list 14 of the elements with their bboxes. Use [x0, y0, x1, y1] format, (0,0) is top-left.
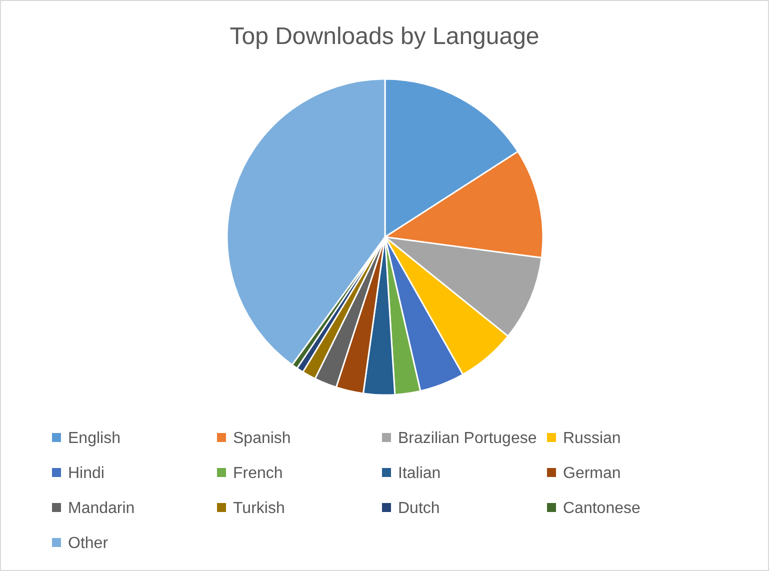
legend-label: Turkish	[233, 500, 285, 517]
legend-label: French	[233, 465, 283, 482]
legend-label: Spanish	[233, 430, 291, 447]
legend-label: Cantonese	[563, 500, 640, 517]
legend-label: English	[68, 430, 120, 447]
legend-label: Russian	[563, 430, 621, 447]
legend-label: Brazilian Portugese	[398, 430, 537, 447]
legend-label: Italian	[398, 465, 441, 482]
legend-label: Hindi	[68, 465, 104, 482]
legend-label: Mandarin	[68, 500, 135, 517]
legend-label: German	[563, 465, 621, 482]
chart-title: Top Downloads by Language	[230, 23, 540, 50]
legend-label: Other	[68, 535, 109, 552]
legend-label: Dutch	[398, 500, 440, 517]
